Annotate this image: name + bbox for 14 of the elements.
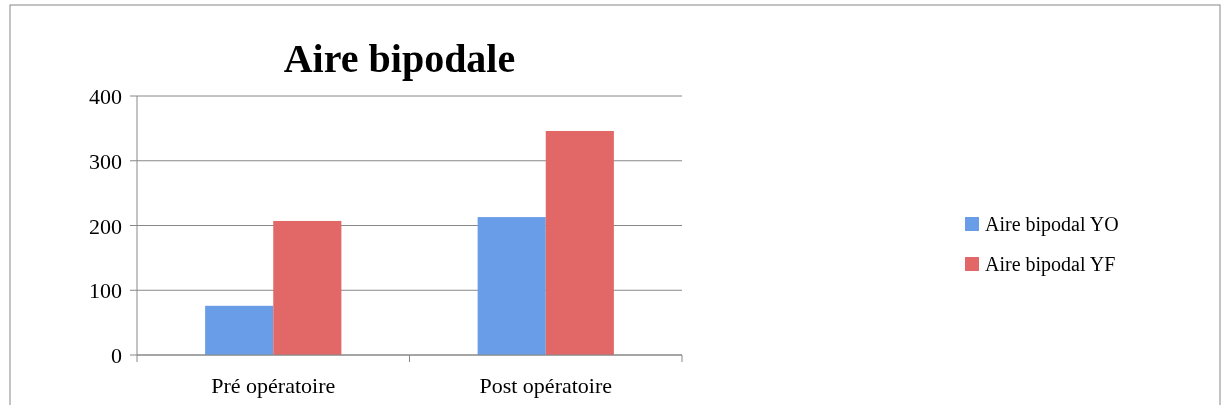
bar: [477, 217, 546, 355]
y-tick-label: 200: [89, 213, 122, 239]
x-tick-label: Pré opératoire: [211, 373, 336, 398]
bar: [545, 130, 614, 355]
legend-label: Aire bipodal YO: [985, 213, 1119, 236]
bar: [273, 220, 342, 355]
y-tick-label: 400: [89, 84, 122, 109]
y-tick-label: 100: [89, 278, 122, 304]
y-tick-label: 0: [111, 343, 122, 368]
y-tick-label: 300: [89, 148, 122, 174]
legend-label: Aire bipodal YF: [985, 253, 1116, 276]
chart-title: Aire bipodale: [283, 36, 516, 81]
bar: [205, 305, 274, 355]
x-tick-label: Post opératoire: [479, 373, 613, 398]
